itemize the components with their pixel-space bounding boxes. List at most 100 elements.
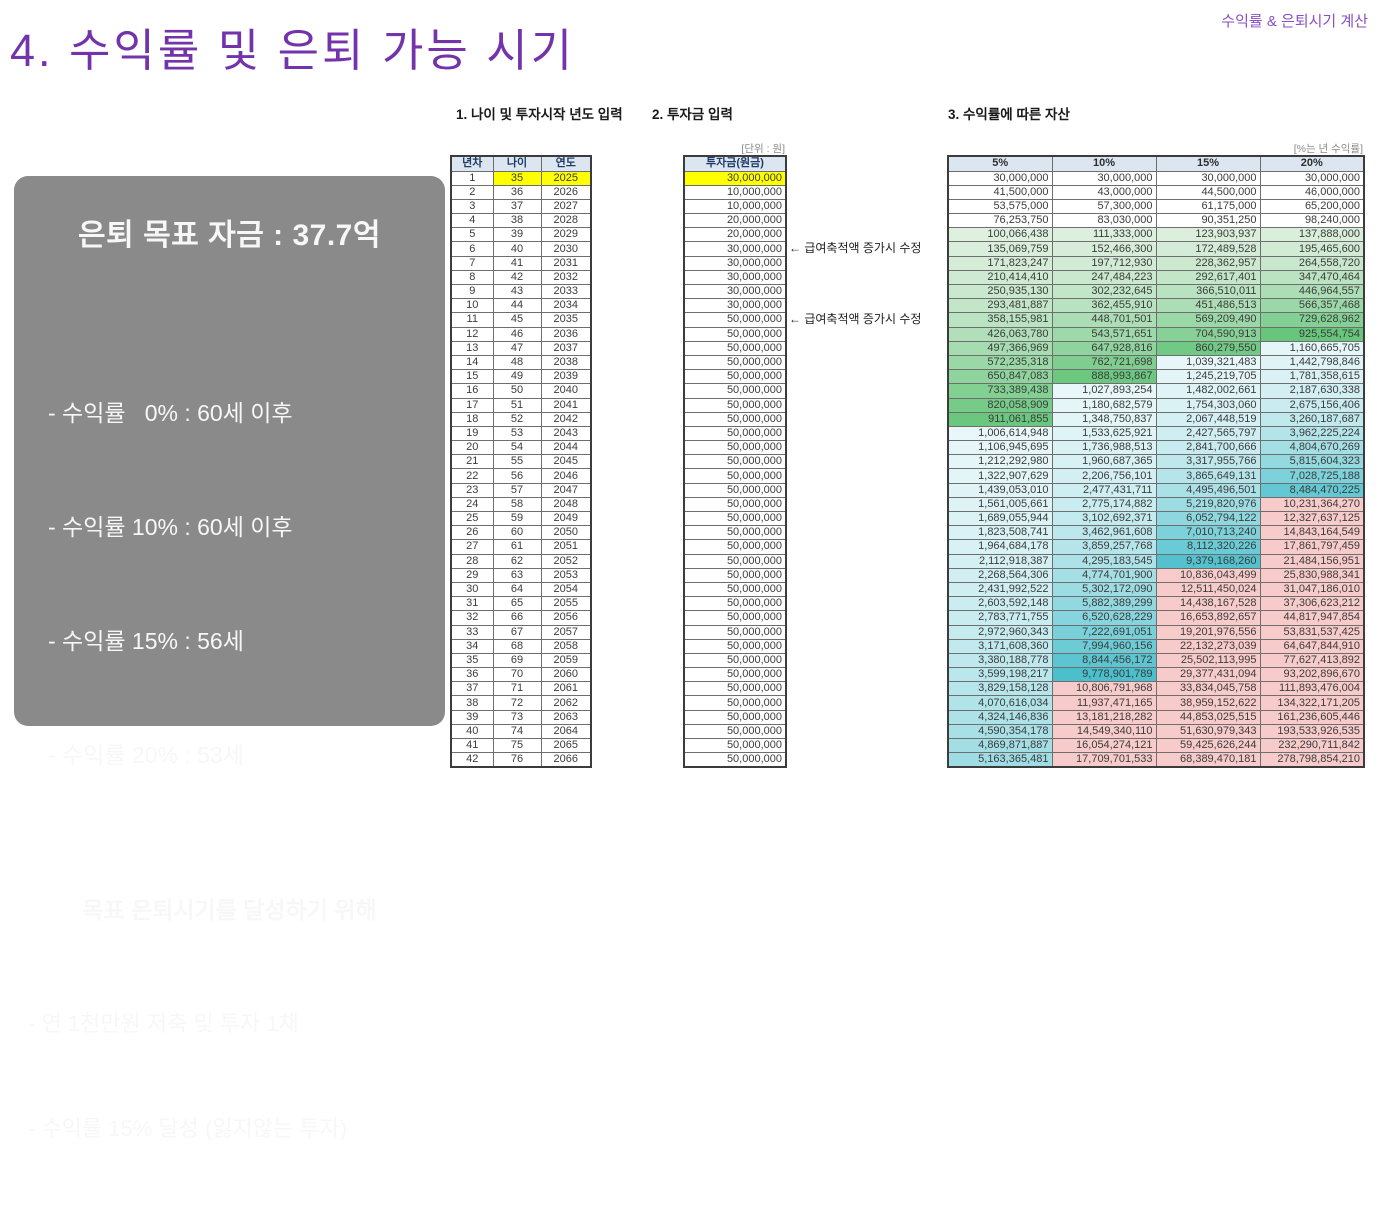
cell-year-input: 2052 — [540, 553, 592, 569]
cell-asset-value: 264,558,720 — [1259, 255, 1365, 271]
cell-asset-value: 83,030,000 — [1051, 213, 1157, 229]
unit-label-annual-return: [%는 년 수익률] — [1293, 143, 1363, 155]
bullet-return-20: - 수익률 20% : 53세 — [48, 742, 244, 768]
cell-asset-value: 247,484,223 — [1051, 269, 1157, 286]
cell-investment-input[interactable]: 50,000,000 — [683, 610, 787, 626]
cell-yearno: 18 — [450, 411, 494, 427]
cell-investment-input[interactable]: 50,000,000 — [683, 510, 787, 527]
cell-investment-input[interactable]: 20,000,000 — [683, 213, 787, 229]
cell-investment-input[interactable]: 30,000,000 — [683, 269, 787, 286]
cell-investment-input[interactable]: 50,000,000 — [683, 667, 787, 683]
unit-label-won: [단위 : 원] — [741, 143, 785, 155]
cell-asset-value: 2,841,700,666 — [1155, 440, 1261, 456]
cell-investment-input[interactable]: 50,000,000 — [683, 354, 787, 371]
cell-age-input: 59 — [492, 510, 542, 527]
cell-yearno: 27 — [450, 539, 494, 555]
cell-investment-input[interactable]: 50,000,000 — [683, 468, 787, 484]
cell-year-input: 2044 — [540, 440, 592, 456]
cell-year-input: 2027 — [540, 198, 592, 215]
cell-asset-value: 647,928,816 — [1051, 340, 1157, 356]
cell-asset-value: 3,865,649,131 — [1155, 468, 1261, 484]
cell-asset-value: 1,348,750,837 — [1051, 411, 1157, 427]
cell-asset-value: 5,815,604,323 — [1259, 454, 1365, 470]
cell-yearno: 41 — [450, 737, 494, 754]
cell-investment-input[interactable]: 30,000,000 — [683, 255, 787, 271]
cell-asset-value: 3,599,198,217 — [947, 667, 1053, 683]
cell-year-input: 2026 — [540, 184, 592, 200]
cell-yearno: 19 — [450, 425, 494, 442]
cell-investment-input[interactable]: 50,000,000 — [683, 326, 787, 342]
cell-investment-input[interactable]: 50,000,000 — [683, 652, 787, 669]
cell-investment-input[interactable]: 50,000,000 — [683, 411, 787, 427]
cell-investment-input[interactable]: 10,000,000 — [683, 184, 787, 200]
cell-investment-input[interactable]: 50,000,000 — [683, 709, 787, 725]
cell-investment-input[interactable]: 50,000,000 — [683, 369, 787, 385]
cell-investment-input[interactable]: 30,000,000 — [683, 241, 787, 257]
cell-asset-value: 2,783,771,755 — [947, 610, 1053, 626]
cell-yearno: 35 — [450, 652, 494, 669]
cell-asset-value: 2,206,756,101 — [1051, 468, 1157, 484]
cell-investment-input[interactable]: 50,000,000 — [683, 624, 787, 640]
cell-investment-input[interactable]: 50,000,000 — [683, 525, 787, 541]
cell-investment-input[interactable]: 50,000,000 — [683, 638, 787, 654]
cell-investment-input[interactable]: 50,000,000 — [683, 397, 787, 413]
cell-investment-input[interactable]: 10,000,000 — [683, 198, 787, 215]
cell-asset-value: 6,520,628,229 — [1051, 610, 1157, 626]
cell-investment-input[interactable]: 50,000,000 — [683, 596, 787, 612]
cell-investment-input[interactable]: 50,000,000 — [683, 737, 787, 754]
cell-investment-input[interactable]: 20,000,000 — [683, 227, 787, 243]
cell-investment-input[interactable]: 50,000,000 — [683, 312, 787, 328]
cell-asset-value: 137,888,000 — [1259, 227, 1365, 243]
cell-asset-value: 3,380,188,778 — [947, 652, 1053, 669]
cell-asset-value: 911,061,855 — [947, 411, 1053, 427]
cell-investment-input[interactable]: 50,000,000 — [683, 723, 787, 740]
cell-asset-value: 4,804,670,269 — [1259, 440, 1365, 456]
cell-investment-input[interactable]: 50,000,000 — [683, 383, 787, 399]
cell-investment-input[interactable]: 50,000,000 — [683, 567, 787, 583]
cell-investment-input[interactable]: 50,000,000 — [683, 752, 787, 768]
cell-investment-input[interactable]: 50,000,000 — [683, 581, 787, 598]
cell-investment-input[interactable]: 50,000,000 — [683, 539, 787, 555]
cell-asset-value: 12,327,637,125 — [1259, 510, 1365, 527]
cell-investment-input[interactable]: 50,000,000 — [683, 425, 787, 442]
cell-investment-input[interactable]: 50,000,000 — [683, 496, 787, 513]
cell-investment-input[interactable]: 50,000,000 — [683, 340, 787, 356]
cell-asset-value: 1,689,055,944 — [947, 510, 1053, 527]
cell-year-input[interactable]: 2025 — [540, 170, 592, 186]
summary-box: 은퇴 목표 자금 : 37.7억 - 수익률 0% : 60세 이후 - 수익률… — [14, 176, 445, 1141]
cell-asset-value: 98,240,000 — [1259, 213, 1365, 229]
cell-age-input: 71 — [492, 681, 542, 697]
cell-age-input: 55 — [492, 454, 542, 470]
cell-investment-input[interactable]: 30,000,000 — [683, 283, 787, 300]
cell-asset-value: 1,823,508,741 — [947, 525, 1053, 541]
cell-age-input: 58 — [492, 496, 542, 513]
cell-asset-value: 1,180,682,579 — [1051, 397, 1157, 413]
cell-asset-value: 193,533,926,535 — [1259, 723, 1365, 740]
cell-age-input: 72 — [492, 695, 542, 711]
cell-investment-input[interactable]: 50,000,000 — [683, 440, 787, 456]
cell-asset-value: 1,245,219,705 — [1155, 369, 1261, 385]
cell-age-input[interactable]: 35 — [492, 170, 542, 186]
cell-yearno: 2 — [450, 184, 494, 200]
cell-asset-value: 232,290,711,842 — [1259, 737, 1365, 754]
cell-investment-input[interactable]: 30,000,000 — [683, 298, 787, 314]
cell-asset-value: 3,462,961,608 — [1051, 525, 1157, 541]
action-bullets: - 연 1천만원 저축 및 투자 1채 - 수익률 15% 달성 (잃지않는 투… — [14, 936, 445, 1216]
cell-asset-value: 21,484,156,951 — [1259, 553, 1365, 569]
cell-investment-input[interactable]: 30,000,000 — [683, 170, 787, 186]
col-header-5pct: 5% — [947, 155, 1053, 172]
cell-investment-input[interactable]: 50,000,000 — [683, 454, 787, 470]
cell-asset-value: 7,028,725,188 — [1259, 468, 1365, 484]
cell-investment-input[interactable]: 50,000,000 — [683, 681, 787, 697]
cell-asset-value: 4,495,496,501 — [1155, 482, 1261, 498]
cell-investment-input[interactable]: 50,000,000 — [683, 695, 787, 711]
cell-age-input: 51 — [492, 397, 542, 413]
cell-asset-value: 347,470,464 — [1259, 269, 1365, 286]
cell-year-input: 2061 — [540, 681, 592, 697]
cell-investment-input[interactable]: 50,000,000 — [683, 553, 787, 569]
cell-asset-value: 3,171,608,360 — [947, 638, 1053, 654]
col-header-age: 나이 — [492, 155, 542, 172]
cell-investment-input[interactable]: 50,000,000 — [683, 482, 787, 498]
cell-age-input: 60 — [492, 525, 542, 541]
cell-age-input: 37 — [492, 198, 542, 215]
